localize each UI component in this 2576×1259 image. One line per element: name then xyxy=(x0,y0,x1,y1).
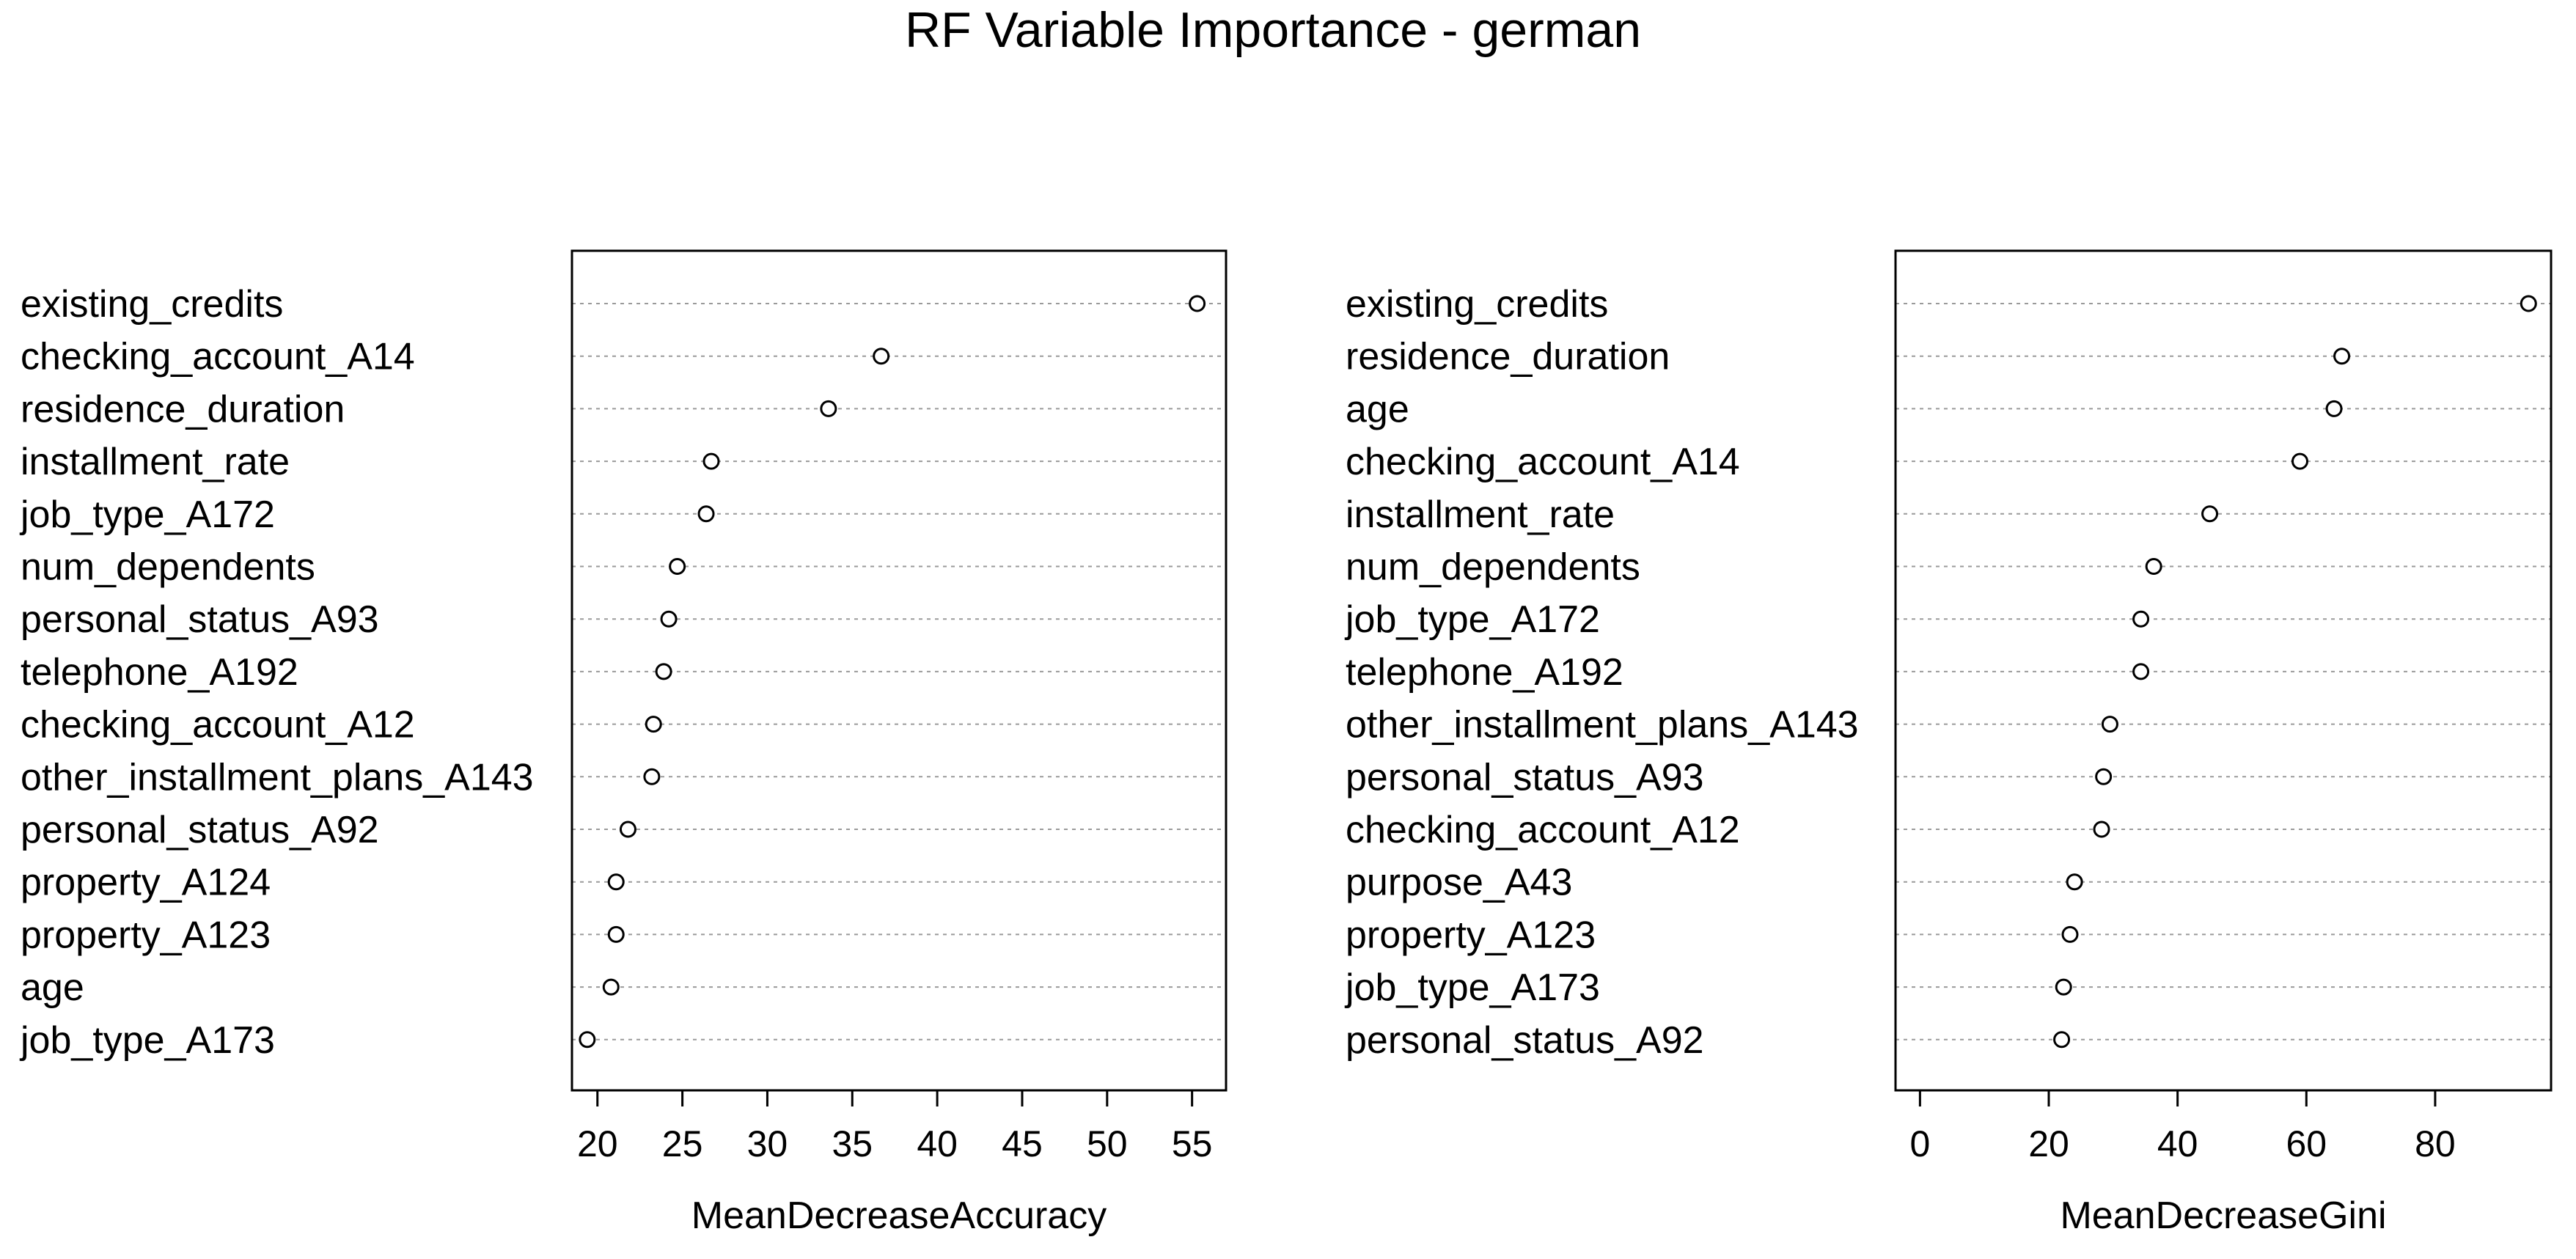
data-point xyxy=(2291,452,2309,470)
variable-label: residence_duration xyxy=(1346,336,1670,378)
data-point xyxy=(607,873,625,891)
panel-accuracy: existing_credits checking_account_A14resi… xyxy=(19,249,1228,1237)
data-point xyxy=(2132,663,2150,680)
x-tick-label: 35 xyxy=(832,1123,873,1164)
variable-label: existing_credits xyxy=(1346,283,1608,326)
data-point xyxy=(2145,558,2162,575)
variable-label: checking_account_A12 xyxy=(21,704,415,746)
data-point xyxy=(2101,716,2118,733)
variable-label: installment_rate xyxy=(1346,493,1615,536)
data-point xyxy=(2053,1031,2071,1049)
x-axis-title: MeanDecreaseAccuracy xyxy=(691,1194,1107,1237)
x-tick-label: 20 xyxy=(2028,1123,2069,1164)
data-point xyxy=(602,978,620,996)
data-point xyxy=(660,610,678,628)
x-tick-label: 0 xyxy=(1909,1123,1930,1164)
variable-label: checking_account_A14 xyxy=(1346,441,1740,483)
data-point xyxy=(1189,295,1206,312)
data-point xyxy=(2055,978,2072,996)
chart-title: RF Variable Importance - german xyxy=(905,2,1641,58)
x-tick-label: 25 xyxy=(662,1123,703,1164)
data-point xyxy=(2066,873,2083,891)
variable-label: job_type_A173 xyxy=(1344,966,1600,1009)
plot-frame xyxy=(1894,249,2553,1092)
x-tick-label: 40 xyxy=(917,1123,958,1164)
data-point xyxy=(607,925,625,943)
data-point xyxy=(2325,400,2343,417)
x-tick-label: 55 xyxy=(1172,1123,1213,1164)
data-point xyxy=(2093,821,2110,838)
data-point xyxy=(655,663,672,680)
x-tick-label: 50 xyxy=(1087,1123,1128,1164)
variable-label: job_type_A172 xyxy=(19,493,275,536)
variable-label: other_installment_plans_A143 xyxy=(1346,704,1859,746)
variable-label: personal_status_A92 xyxy=(1346,1019,1704,1062)
variable-label: job_type_A173 xyxy=(19,1019,275,1062)
variable-label: num_dependents xyxy=(21,546,315,589)
data-point xyxy=(873,348,890,365)
data-point xyxy=(2095,768,2113,785)
variable-label: other_installment_plans_A143 xyxy=(21,756,534,799)
x-tick-label: 30 xyxy=(747,1123,788,1164)
data-point xyxy=(619,821,636,838)
x-tick-label: 60 xyxy=(2286,1123,2327,1164)
data-point xyxy=(2132,610,2150,628)
variable-label: installment_rate xyxy=(21,441,290,483)
variable-label: property_A124 xyxy=(21,862,271,904)
variable-label: age xyxy=(1346,388,1409,430)
data-point xyxy=(579,1031,596,1049)
data-point xyxy=(697,505,715,523)
data-point xyxy=(2333,348,2351,365)
variable-label: job_type_A172 xyxy=(1344,598,1600,641)
variable-label: property_A123 xyxy=(1346,914,1596,956)
variable-label: telephone_A192 xyxy=(21,651,298,694)
variable-label: residence_duration xyxy=(21,388,345,430)
data-point xyxy=(669,558,686,575)
variable-label: existing_credits xyxy=(21,283,283,326)
x-axis-title: MeanDecreaseGini xyxy=(2060,1194,2386,1237)
x-tick-label: 80 xyxy=(2415,1123,2456,1164)
data-point xyxy=(2201,505,2219,523)
variable-label: checking_account_A14 xyxy=(21,336,415,378)
variable-label: checking_account_A12 xyxy=(1346,809,1740,851)
x-tick-label: 20 xyxy=(577,1123,618,1164)
x-tick-label: 45 xyxy=(1002,1123,1043,1164)
variable-label: property_A123 xyxy=(21,914,271,956)
data-point xyxy=(820,400,837,417)
variable-label: personal_status_A93 xyxy=(1346,756,1704,799)
variable-label: age xyxy=(21,966,84,1009)
variable-label: num_dependents xyxy=(1346,546,1640,589)
data-point xyxy=(702,452,720,470)
variable-label: personal_status_A92 xyxy=(21,809,379,851)
variable-label: purpose_A43 xyxy=(1346,862,1572,904)
variable-label: personal_status_A93 xyxy=(21,598,379,641)
plot-frame xyxy=(570,249,1228,1092)
data-point xyxy=(643,768,661,785)
data-point xyxy=(645,716,662,733)
data-point xyxy=(2061,925,2079,943)
variable-label: telephone_A192 xyxy=(1346,651,1623,694)
x-tick-label: 40 xyxy=(2157,1123,2198,1164)
data-point xyxy=(2520,295,2537,312)
